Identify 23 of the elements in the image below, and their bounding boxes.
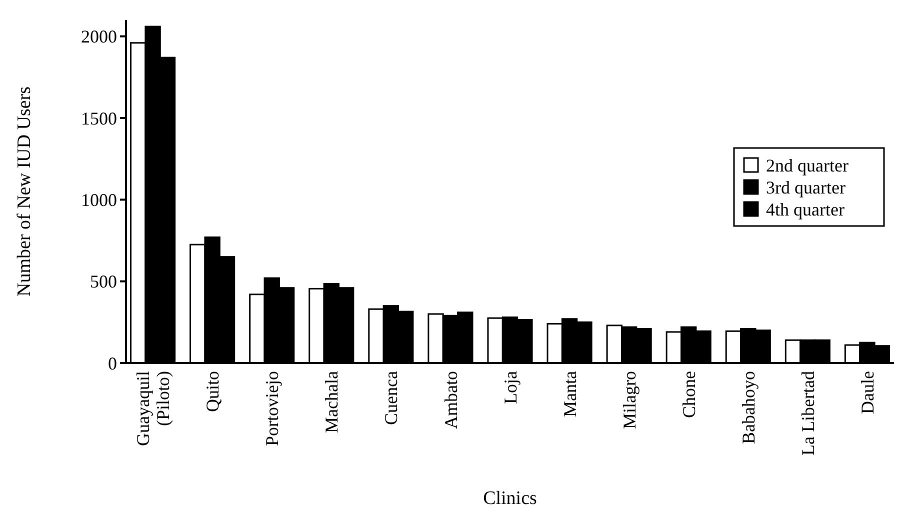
y-tick-label: 1500 xyxy=(81,108,117,128)
x-axis-title: Clinics xyxy=(483,488,537,509)
y-tick-label: 500 xyxy=(90,272,117,292)
x-tick-label: Cuenca xyxy=(381,371,402,425)
x-tick-label: Quito xyxy=(202,371,223,412)
legend-label: 4th quarter xyxy=(766,199,844,220)
y-tick-label: 1000 xyxy=(81,190,117,210)
x-tick-label: Chone xyxy=(678,370,699,418)
x-tick-label: Ambato xyxy=(440,371,461,429)
x-tick-label: Daule xyxy=(858,370,878,414)
x-tick-label: Milagro xyxy=(619,371,640,429)
legend-label: 3rd quarter xyxy=(766,177,846,198)
legend-label: 2nd quarter xyxy=(766,155,848,176)
x-tick-label: Manta xyxy=(560,370,580,417)
x-tick-label: La Libertad xyxy=(798,371,818,456)
y-tick-label: 2000 xyxy=(81,26,117,47)
x-tick-label: Babahoyo xyxy=(738,371,758,444)
x-tick-label: Guayaquil (Piloto) xyxy=(133,371,173,446)
y-axis-title: Number of New IUD Users xyxy=(14,86,35,297)
x-tick-label: Loja xyxy=(500,371,520,404)
y-tick-label: 0 xyxy=(108,353,117,374)
x-tick-label: Machala xyxy=(322,370,342,433)
x-tick-label: Portoviejo xyxy=(262,371,282,446)
